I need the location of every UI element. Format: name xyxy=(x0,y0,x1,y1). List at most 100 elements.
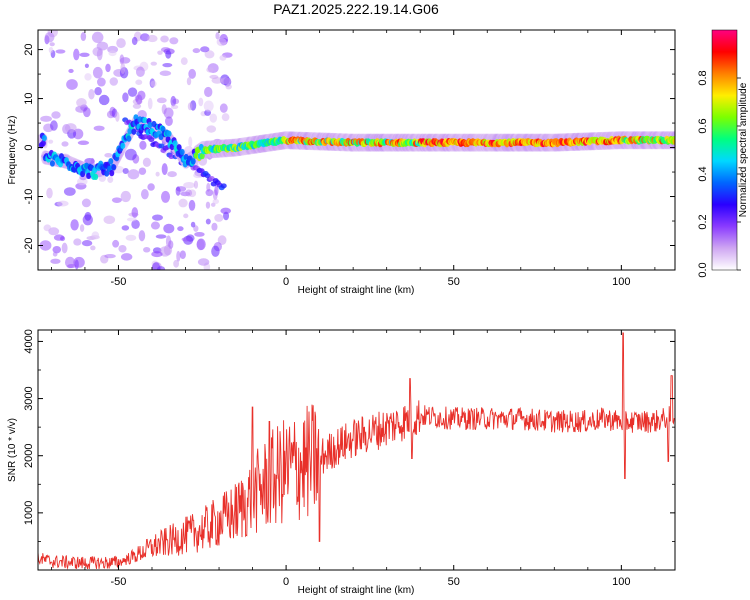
x-tick-label: 50 xyxy=(448,276,460,288)
spectrogram-cell xyxy=(79,224,85,232)
spectrogram-cell xyxy=(217,235,227,245)
spectrogram-cell xyxy=(176,250,181,262)
snr-series-line xyxy=(37,332,675,570)
spectrogram-cell xyxy=(205,201,211,209)
spectrogram-cell xyxy=(94,86,102,96)
spectrogram-cell xyxy=(220,183,227,189)
spectrogram-cell xyxy=(193,225,199,232)
spectrogram-cell xyxy=(48,227,60,236)
spectrogram-cell xyxy=(165,50,172,59)
spectrogram-cell xyxy=(198,168,205,174)
spectrogram-cell xyxy=(127,127,133,135)
snr-y-axis-label: SNR (10 * v/v) xyxy=(7,418,18,482)
spectrogram-cell xyxy=(90,245,96,251)
y-tick-label: 3000 xyxy=(23,386,35,410)
spectrogram-cell xyxy=(73,238,82,246)
spectrogram-cell xyxy=(209,74,219,79)
spectrogram-cell xyxy=(122,167,129,175)
spectrogram-cell xyxy=(53,234,65,241)
spectrogram-cell xyxy=(91,231,100,240)
spectrogram-cell xyxy=(70,219,79,231)
colorbar-tick-label: 0.8 xyxy=(697,70,709,85)
spectrogram-cell xyxy=(163,107,174,119)
spectrogram-cell xyxy=(80,31,87,42)
spectrogram-cell xyxy=(170,95,177,107)
spectrogram-cell xyxy=(177,226,184,232)
spectrogram-cell xyxy=(156,97,167,104)
spectrogram-cell xyxy=(108,158,114,165)
spectrogram-cell xyxy=(150,80,157,87)
spectrogram-cell xyxy=(104,152,113,158)
y-tick-label: -10 xyxy=(23,189,35,205)
spectrogram-cell xyxy=(92,66,103,79)
spectrogram-cell xyxy=(120,62,126,75)
spectrogram-cell xyxy=(175,186,181,196)
spectrogram-cell xyxy=(204,173,211,179)
colorbar-tick-label: 0.4 xyxy=(697,166,709,181)
spectrogram-cell xyxy=(152,214,163,221)
spectrogram-cell xyxy=(193,180,199,189)
spectrogram-cell xyxy=(162,63,173,68)
spectrogram-cell xyxy=(151,251,163,258)
spectrogram-cell xyxy=(79,52,90,57)
spectrogram-cell xyxy=(50,120,58,131)
spectrogram-cell xyxy=(76,98,87,108)
spectrogram-cell xyxy=(135,66,145,77)
spectrogram-cell xyxy=(206,125,217,133)
spectrogram-cell xyxy=(183,181,195,189)
spectrogram-cell xyxy=(81,198,91,208)
spectrogram-cell xyxy=(190,221,196,228)
spectrogram-cell xyxy=(118,244,127,253)
spectrogram-cell xyxy=(150,61,158,66)
colorbar-frame xyxy=(711,29,738,271)
spectrogram-cell xyxy=(68,68,74,73)
spectrogram-cell xyxy=(44,32,55,43)
spectrogram-cell xyxy=(166,130,172,137)
spectrogram-cell xyxy=(188,136,193,148)
spectrogram-cell xyxy=(73,256,85,268)
spectrogram-cell xyxy=(181,237,191,242)
spectrogram-cell xyxy=(48,139,54,144)
spectrogram-cell xyxy=(64,256,76,269)
spectrogram-cell xyxy=(203,100,214,112)
figure-title: PAZ1.2025.222.19.14.G06 xyxy=(273,1,439,17)
spectrogram-cell xyxy=(206,67,214,73)
spectrogram-x-ticks: -50 0 50 100 xyxy=(51,30,656,288)
spectrogram-cell xyxy=(142,157,151,167)
spectrogram-cell xyxy=(186,77,192,86)
spectrogram-cell xyxy=(138,230,146,242)
spectrogram-cell xyxy=(107,176,114,183)
colorbar-tick-label: 0.0 xyxy=(697,262,709,277)
spectrogram-cell xyxy=(49,42,55,47)
spectrogram-cell xyxy=(121,225,130,231)
spectrogram-cell xyxy=(120,142,126,149)
spectrogram-cell xyxy=(157,50,163,55)
y-tick-label: 0 xyxy=(23,144,35,150)
spectrogram-cell xyxy=(147,97,153,110)
spectrogram-cell xyxy=(183,213,189,219)
colorbar: 0.0 0.2 0.4 0.6 0.8 Normalized spectral ampl… xyxy=(697,29,749,278)
spectrogram-cell xyxy=(155,171,160,177)
spectrogram-cell xyxy=(198,97,204,107)
spectrogram-cell xyxy=(50,258,61,264)
spectrogram-cell xyxy=(52,245,62,254)
spectrogram-cell xyxy=(160,35,169,43)
spectrogram-cell xyxy=(188,68,196,79)
spectrogram-cell xyxy=(209,113,218,123)
x-tick-label: -50 xyxy=(111,576,127,588)
spectrogram-cell xyxy=(194,231,205,237)
spectrogram-cell xyxy=(125,234,137,241)
spectrogram-cell xyxy=(178,198,188,208)
spectrogram-cell xyxy=(109,77,118,86)
spectrogram-cell xyxy=(52,251,58,257)
snr-panel: -50 0 50 100 1000 2000 3000 4000 Height of str… xyxy=(7,329,676,596)
spectrogram-cell xyxy=(55,49,66,54)
spectrogram-cell xyxy=(148,137,155,143)
spectrogram-cell xyxy=(105,63,111,73)
colorbar-tick-label: 0.6 xyxy=(697,118,709,133)
snr-frame xyxy=(37,329,676,571)
spectrogram-cell xyxy=(140,188,149,200)
spectrogram-cell xyxy=(96,77,106,87)
spectrogram-x-axis-label: Height of straight line (km) xyxy=(298,285,415,296)
